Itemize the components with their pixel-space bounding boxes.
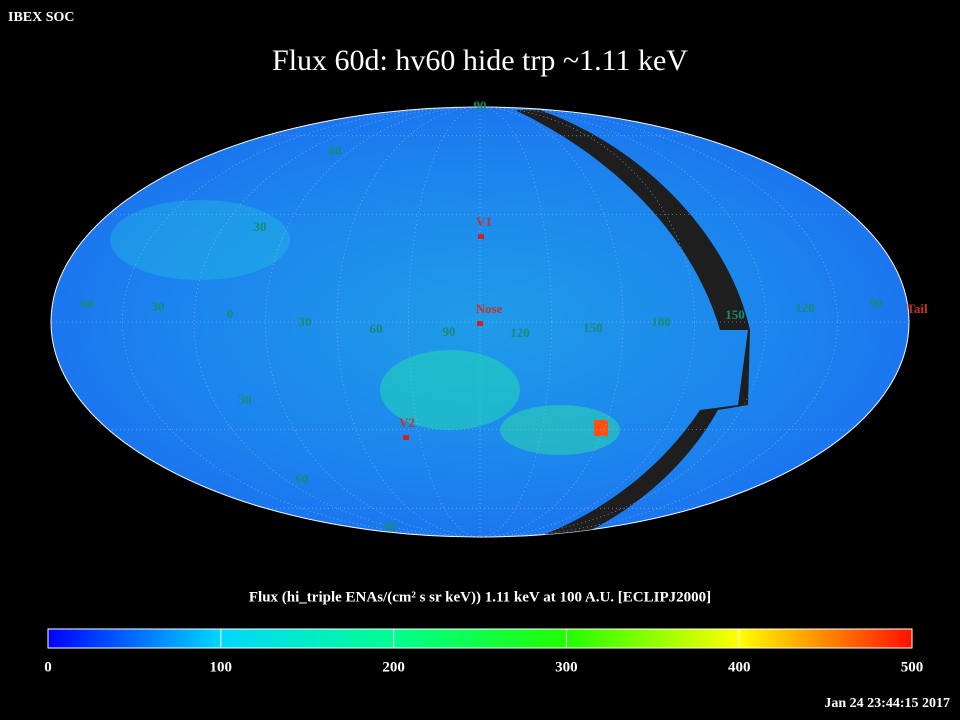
meridian <box>336 107 624 537</box>
marker-label: V2 <box>399 415 415 430</box>
title: Flux 60d: hv60 hide trp ~1.11 keV <box>272 44 688 77</box>
meridian-label: 0 <box>227 306 234 321</box>
colorbar <box>47 628 913 649</box>
colorbar-tick-label: 0 <box>44 659 52 675</box>
meridian-label: 90 <box>870 295 883 310</box>
meridian-label: 150 <box>725 307 745 322</box>
meridian-label: 150 <box>583 320 603 335</box>
marker-dot <box>403 435 409 440</box>
meridian <box>193 107 767 537</box>
parallel-label: 30 <box>239 392 252 407</box>
meridian-label: 180 <box>651 314 671 329</box>
colorbar-tick-label: 500 <box>901 659 924 675</box>
meridian-label: 120 <box>510 325 530 340</box>
meridian-label: 60 <box>81 296 94 311</box>
timestamp: Jan 24 23:44:15 2017 <box>824 696 950 711</box>
source: IBEX SOC <box>8 10 75 25</box>
meridian-label: 90 <box>443 324 456 339</box>
bright-region <box>500 405 620 455</box>
marker-dot <box>477 321 483 326</box>
marker-label: Tail <box>906 301 928 316</box>
map-features <box>110 110 750 537</box>
meridian-label: 30 <box>299 314 312 329</box>
meridian <box>122 107 838 537</box>
meridian-label: 120 <box>795 300 815 315</box>
colorbar-tick-label: 200 <box>382 659 405 675</box>
meridian <box>408 107 552 537</box>
colorbar-tick-label: 400 <box>728 659 751 675</box>
bright-region <box>110 200 290 280</box>
marker-label: Nose <box>476 301 503 316</box>
meridian-label: 60 <box>370 321 383 336</box>
marker-label: V1 <box>476 214 492 229</box>
no-data-band <box>515 110 750 537</box>
colorbar-tick-label: 300 <box>555 659 578 675</box>
parallel-label: 30 <box>254 219 267 234</box>
bright-region <box>380 350 520 430</box>
parallel-label: 90 <box>384 519 397 534</box>
hot-pixel <box>594 420 608 436</box>
parallel-label: 60 <box>329 143 342 158</box>
marker-dot <box>478 234 484 239</box>
parallel-label: 90 <box>474 98 487 113</box>
colorbar-tick-label: 100 <box>210 659 233 675</box>
meridian <box>265 107 695 537</box>
colorbar-label: Flux (hi_triple ENAs/(cm² s sr keV)) 1.1… <box>249 589 711 605</box>
meridian-label: 30 <box>152 299 165 314</box>
parallel-label: 60 <box>296 471 309 486</box>
